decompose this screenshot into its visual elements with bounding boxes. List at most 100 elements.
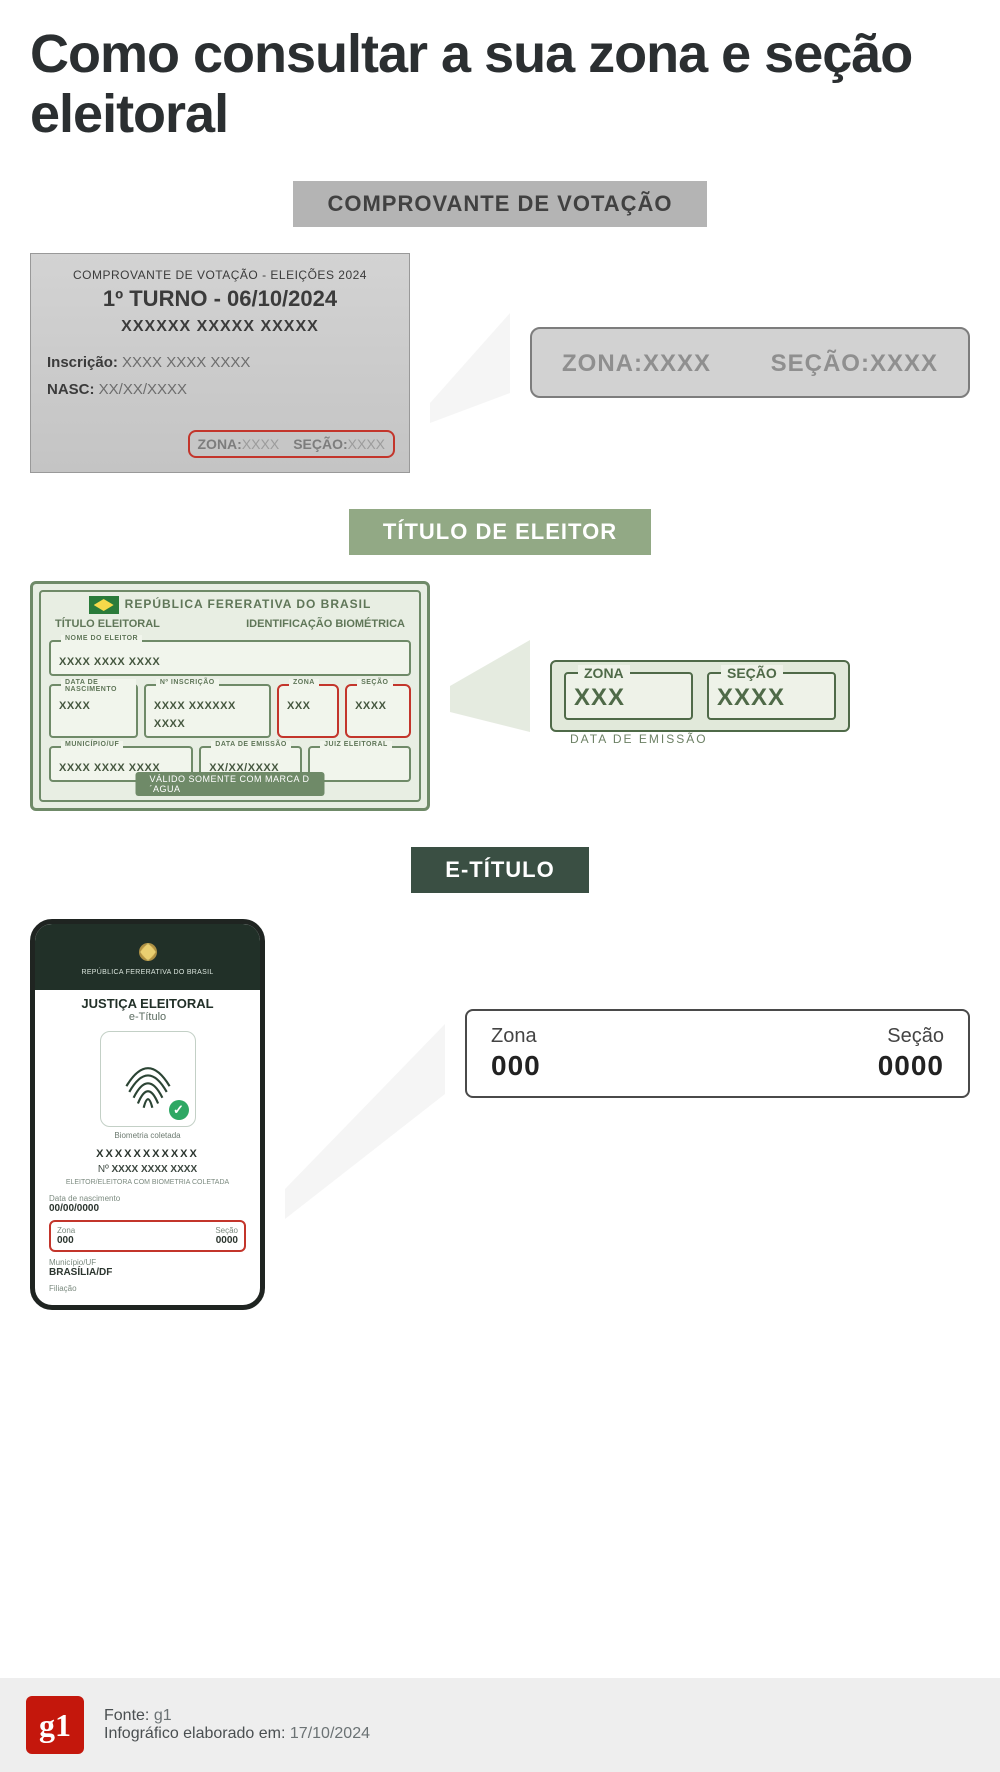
inscricao-label: Nº INSCRIÇÃO: [156, 679, 219, 686]
secao-label: Seção: [878, 1025, 944, 1048]
titulo-nome-field: NOME DO ELEITOR XXXX XXXX XXXX: [49, 640, 411, 676]
secao-label: SEÇÃO: [721, 665, 783, 681]
fonte-value: g1: [154, 1707, 172, 1724]
comprovante-zona-secao-highlight: ZONA:XXXX SEÇÃO:XXXX: [188, 430, 396, 458]
comprovante-header-x: XXXXXX XXXXX XXXXX: [47, 318, 393, 336]
municipio-label: Município/UF: [49, 1258, 246, 1267]
municipio-label: MUNICÍPIO/UF: [61, 741, 123, 748]
etitulo-numero: Nº XXXX XXXX XXXX: [35, 1164, 260, 1175]
etitulo-eligible: ELEITOR/ELEITORA COM BIOMETRIA COLETADA: [35, 1179, 260, 1186]
footer-text: Fonte: g1 Infográfico elaborado em: 17/1…: [104, 1707, 370, 1743]
zoom-connector-icon: [285, 1019, 445, 1259]
data-nasc-value: XXXX: [59, 700, 90, 712]
zoom-zona: ZONA:XXXX: [562, 347, 711, 378]
zona-label: ZONA:: [562, 350, 643, 377]
etitulo-republica: REPÚBLICA FERERATIVA DO BRASIL: [81, 969, 213, 977]
nasc-label: NASC:: [47, 381, 95, 398]
zona-label: ZONA: [289, 679, 319, 686]
coat-of-arms-icon: [131, 937, 165, 967]
num-label: Nº: [98, 1164, 109, 1175]
comprovante-header-small: COMPROVANTE DE VOTAÇÃO - ELEIÇÕES 2024: [47, 268, 393, 282]
secao-value: XXXX: [717, 684, 785, 711]
zoom-secao-col: Seção 0000: [878, 1025, 944, 1082]
comprovante-inscricao-row: Inscrição: XXXX XXXX XXXX: [47, 354, 393, 371]
titulo-subrow: TÍTULO ELEITORAL IDENTIFICAÇÃO BIOMÉTRIC…: [49, 616, 411, 632]
secao-value: 0000: [152, 1235, 239, 1246]
comprovante-header-big: 1º TURNO - 06/10/2024: [47, 286, 393, 312]
titulo-footer: VÁLIDO SOMENTE COM MARCA D´AGUA: [136, 772, 325, 796]
zona-label: Zona: [491, 1025, 541, 1048]
etitulo-phone: REPÚBLICA FERERATIVA DO BRASIL JUSTIÇA E…: [30, 919, 265, 1310]
zona-value: XXX: [287, 700, 311, 712]
zona-value: 000: [491, 1050, 541, 1082]
etitulo-nome: XXXXXXXXXXX: [35, 1148, 260, 1160]
data-label: Infográfico elaborado em:: [104, 1725, 285, 1742]
zona-value: XXXX: [242, 436, 279, 452]
zona-value: XXXX: [643, 350, 711, 377]
republica-text: REPÚBLICA FERERATIVA DO BRASIL: [125, 597, 372, 611]
zona-label: ZONA: [578, 665, 630, 681]
nome-value: XXXX XXXX XXXX: [59, 656, 160, 668]
fingerprint-box: [100, 1031, 196, 1127]
data-nasc-value: 00/00/0000: [49, 1203, 246, 1214]
titulo-data-nasc-field: DATA DE NASCIMENTO XXXX: [49, 684, 138, 738]
etitulo-topbar: REPÚBLICA FERERATIVA DO BRASIL: [35, 924, 260, 990]
comprovante-secao: SEÇÃO:XXXX: [293, 436, 385, 452]
juiz-label: JUIZ ELEITORAL: [320, 741, 392, 748]
zona-value: 000: [57, 1235, 144, 1246]
check-icon: [169, 1100, 189, 1120]
inscricao-value: XXXX XXXXXX XXXX: [154, 700, 236, 730]
zona-value: XXX: [574, 684, 625, 711]
filiacao-label: Filiação: [49, 1284, 246, 1293]
fonte-label: Fonte:: [104, 1707, 149, 1724]
comprovante-zona: ZONA:XXXX: [198, 436, 280, 452]
inscricao-label: Inscrição:: [47, 354, 118, 371]
secao-value: XXXX: [870, 350, 938, 377]
zoom-under-text: DATA DE EMISSÃO: [570, 732, 708, 746]
zoom-zona-col: Zona 000: [491, 1025, 541, 1082]
zona-label: Zona: [57, 1226, 144, 1235]
data-emissao-label: DATA DE EMISSÃO: [211, 741, 291, 748]
data-value: 17/10/2024: [290, 1725, 370, 1742]
secao-label: SEÇÃO: [357, 679, 392, 686]
nome-label: NOME DO ELEITOR: [61, 635, 142, 642]
titulo-inscricao-field: Nº INSCRIÇÃO XXXX XXXXXX XXXX: [144, 684, 271, 738]
identificacao-label: IDENTIFICAÇÃO BIOMÉTRICA: [246, 618, 405, 630]
titulo-republica: REPÚBLICA FERERATIVA DO BRASIL: [49, 596, 411, 614]
etitulo-info: Data de nascimento 00/00/0000 Zona 000 S…: [35, 1194, 260, 1293]
zoom-box-etitulo: Zona 000 Seção 0000: [465, 1009, 970, 1098]
g1-logo: g1: [26, 1696, 84, 1754]
zoom-secao-field: SEÇÃO XXXX: [707, 672, 836, 720]
zona-label: ZONA:: [198, 436, 242, 452]
zoom-box-titulo: ZONA XXX SEÇÃO XXXX DATA DE EMISSÃO: [550, 660, 850, 732]
etitulo-zona-secao-highlight: Zona 000 Seção 0000: [49, 1220, 246, 1252]
comprovante-card: COMPROVANTE DE VOTAÇÃO - ELEIÇÕES 2024 1…: [30, 253, 410, 473]
zoom-connector-icon: [430, 293, 510, 433]
secao-label: SEÇÃO:: [293, 436, 347, 452]
titulo-card: REPÚBLICA FERERATIVA DO BRASIL TÍTULO EL…: [30, 581, 430, 811]
titulo-zona-field-highlight: ZONA XXX: [277, 684, 339, 738]
main-title: Como consultar a sua zona e seção eleito…: [0, 0, 1000, 145]
section-tag-titulo: TÍTULO DE ELEITOR: [349, 509, 651, 555]
titulo-label: TÍTULO ELEITORAL: [55, 618, 160, 630]
secao-value: XXXX: [348, 436, 385, 452]
secao-label: SEÇÃO:: [771, 350, 870, 377]
etitulo-subtitle: e-Título: [35, 1011, 260, 1023]
etitulo-justica: JUSTIÇA ELEITORAL: [35, 996, 260, 1011]
zoom-secao: SEÇÃO:XXXX: [771, 347, 938, 378]
secao-value: XXXX: [355, 700, 386, 712]
data-nasc-label: Data de nascimento: [49, 1194, 246, 1203]
secao-value: 0000: [878, 1050, 944, 1082]
footer-fonte: Fonte: g1: [104, 1707, 370, 1725]
section-titulo: REPÚBLICA FERERATIVA DO BRASIL TÍTULO EL…: [0, 581, 1000, 811]
section-tag-etitulo: E-TÍTULO: [411, 847, 588, 893]
section-tag-comprovante: COMPROVANTE DE VOTAÇÃO: [293, 181, 706, 227]
footer: g1 Fonte: g1 Infográfico elaborado em: 1…: [0, 1678, 1000, 1772]
etitulo-biometria: Biometria coletada: [35, 1131, 260, 1140]
titulo-secao-field-highlight: SEÇÃO XXXX: [345, 684, 411, 738]
zoom-connector-icon: [450, 636, 530, 756]
brazil-flag-icon: [89, 596, 119, 614]
num-value: XXXX XXXX XXXX: [112, 1164, 198, 1175]
comprovante-nasc-row: NASC: XX/XX/XXXX: [47, 381, 187, 398]
data-nasc-label: DATA DE NASCIMENTO: [61, 679, 136, 693]
